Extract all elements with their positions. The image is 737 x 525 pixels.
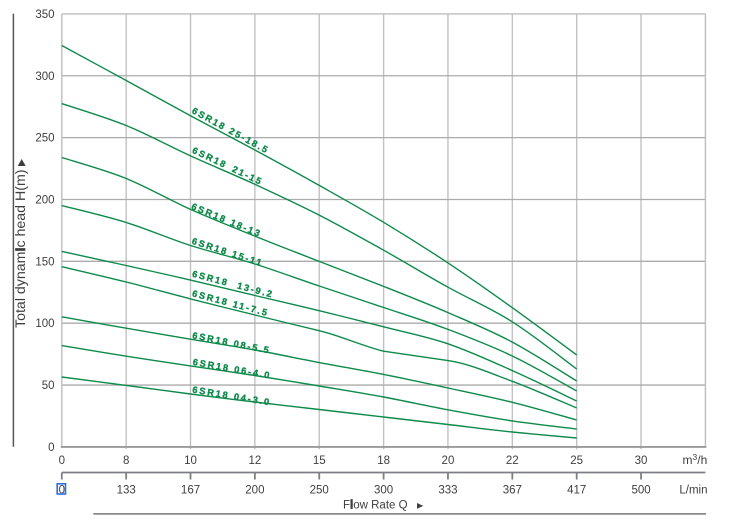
svg-text:25: 25 <box>570 455 583 467</box>
svg-text:12: 12 <box>248 455 261 467</box>
svg-text:100: 100 <box>35 318 54 330</box>
svg-text:200: 200 <box>35 195 54 207</box>
svg-text:0: 0 <box>59 485 65 497</box>
svg-text:250: 250 <box>35 133 54 145</box>
svg-text:150: 150 <box>35 256 54 268</box>
svg-text:20: 20 <box>442 455 455 467</box>
svg-text:417: 417 <box>567 485 586 497</box>
svg-text:L/min: L/min <box>679 485 707 497</box>
svg-text:167: 167 <box>181 485 200 497</box>
svg-text:8: 8 <box>123 455 129 467</box>
svg-text:30: 30 <box>635 455 648 467</box>
svg-text:300: 300 <box>374 485 393 497</box>
svg-text:10: 10 <box>184 455 197 467</box>
svg-text:200: 200 <box>245 485 264 497</box>
svg-text:300: 300 <box>35 71 54 83</box>
svg-text:18: 18 <box>377 455 390 467</box>
svg-text:500: 500 <box>631 485 650 497</box>
svg-text:350: 350 <box>35 9 54 21</box>
svg-text:250: 250 <box>310 485 329 497</box>
svg-text:15: 15 <box>313 455 326 467</box>
svg-text:333: 333 <box>438 485 457 497</box>
svg-text:0: 0 <box>48 442 54 454</box>
svg-text:50: 50 <box>42 380 55 392</box>
svg-text:Flow Rate Q: Flow Rate Q <box>343 500 408 512</box>
svg-text:Total dynamIc head H(m): Total dynamIc head H(m) <box>13 169 29 328</box>
svg-text:m3/h: m3/h <box>683 452 708 467</box>
svg-text:367: 367 <box>503 485 522 497</box>
svg-text:133: 133 <box>117 485 136 497</box>
svg-text:22: 22 <box>506 455 519 467</box>
svg-text:0: 0 <box>59 455 65 467</box>
